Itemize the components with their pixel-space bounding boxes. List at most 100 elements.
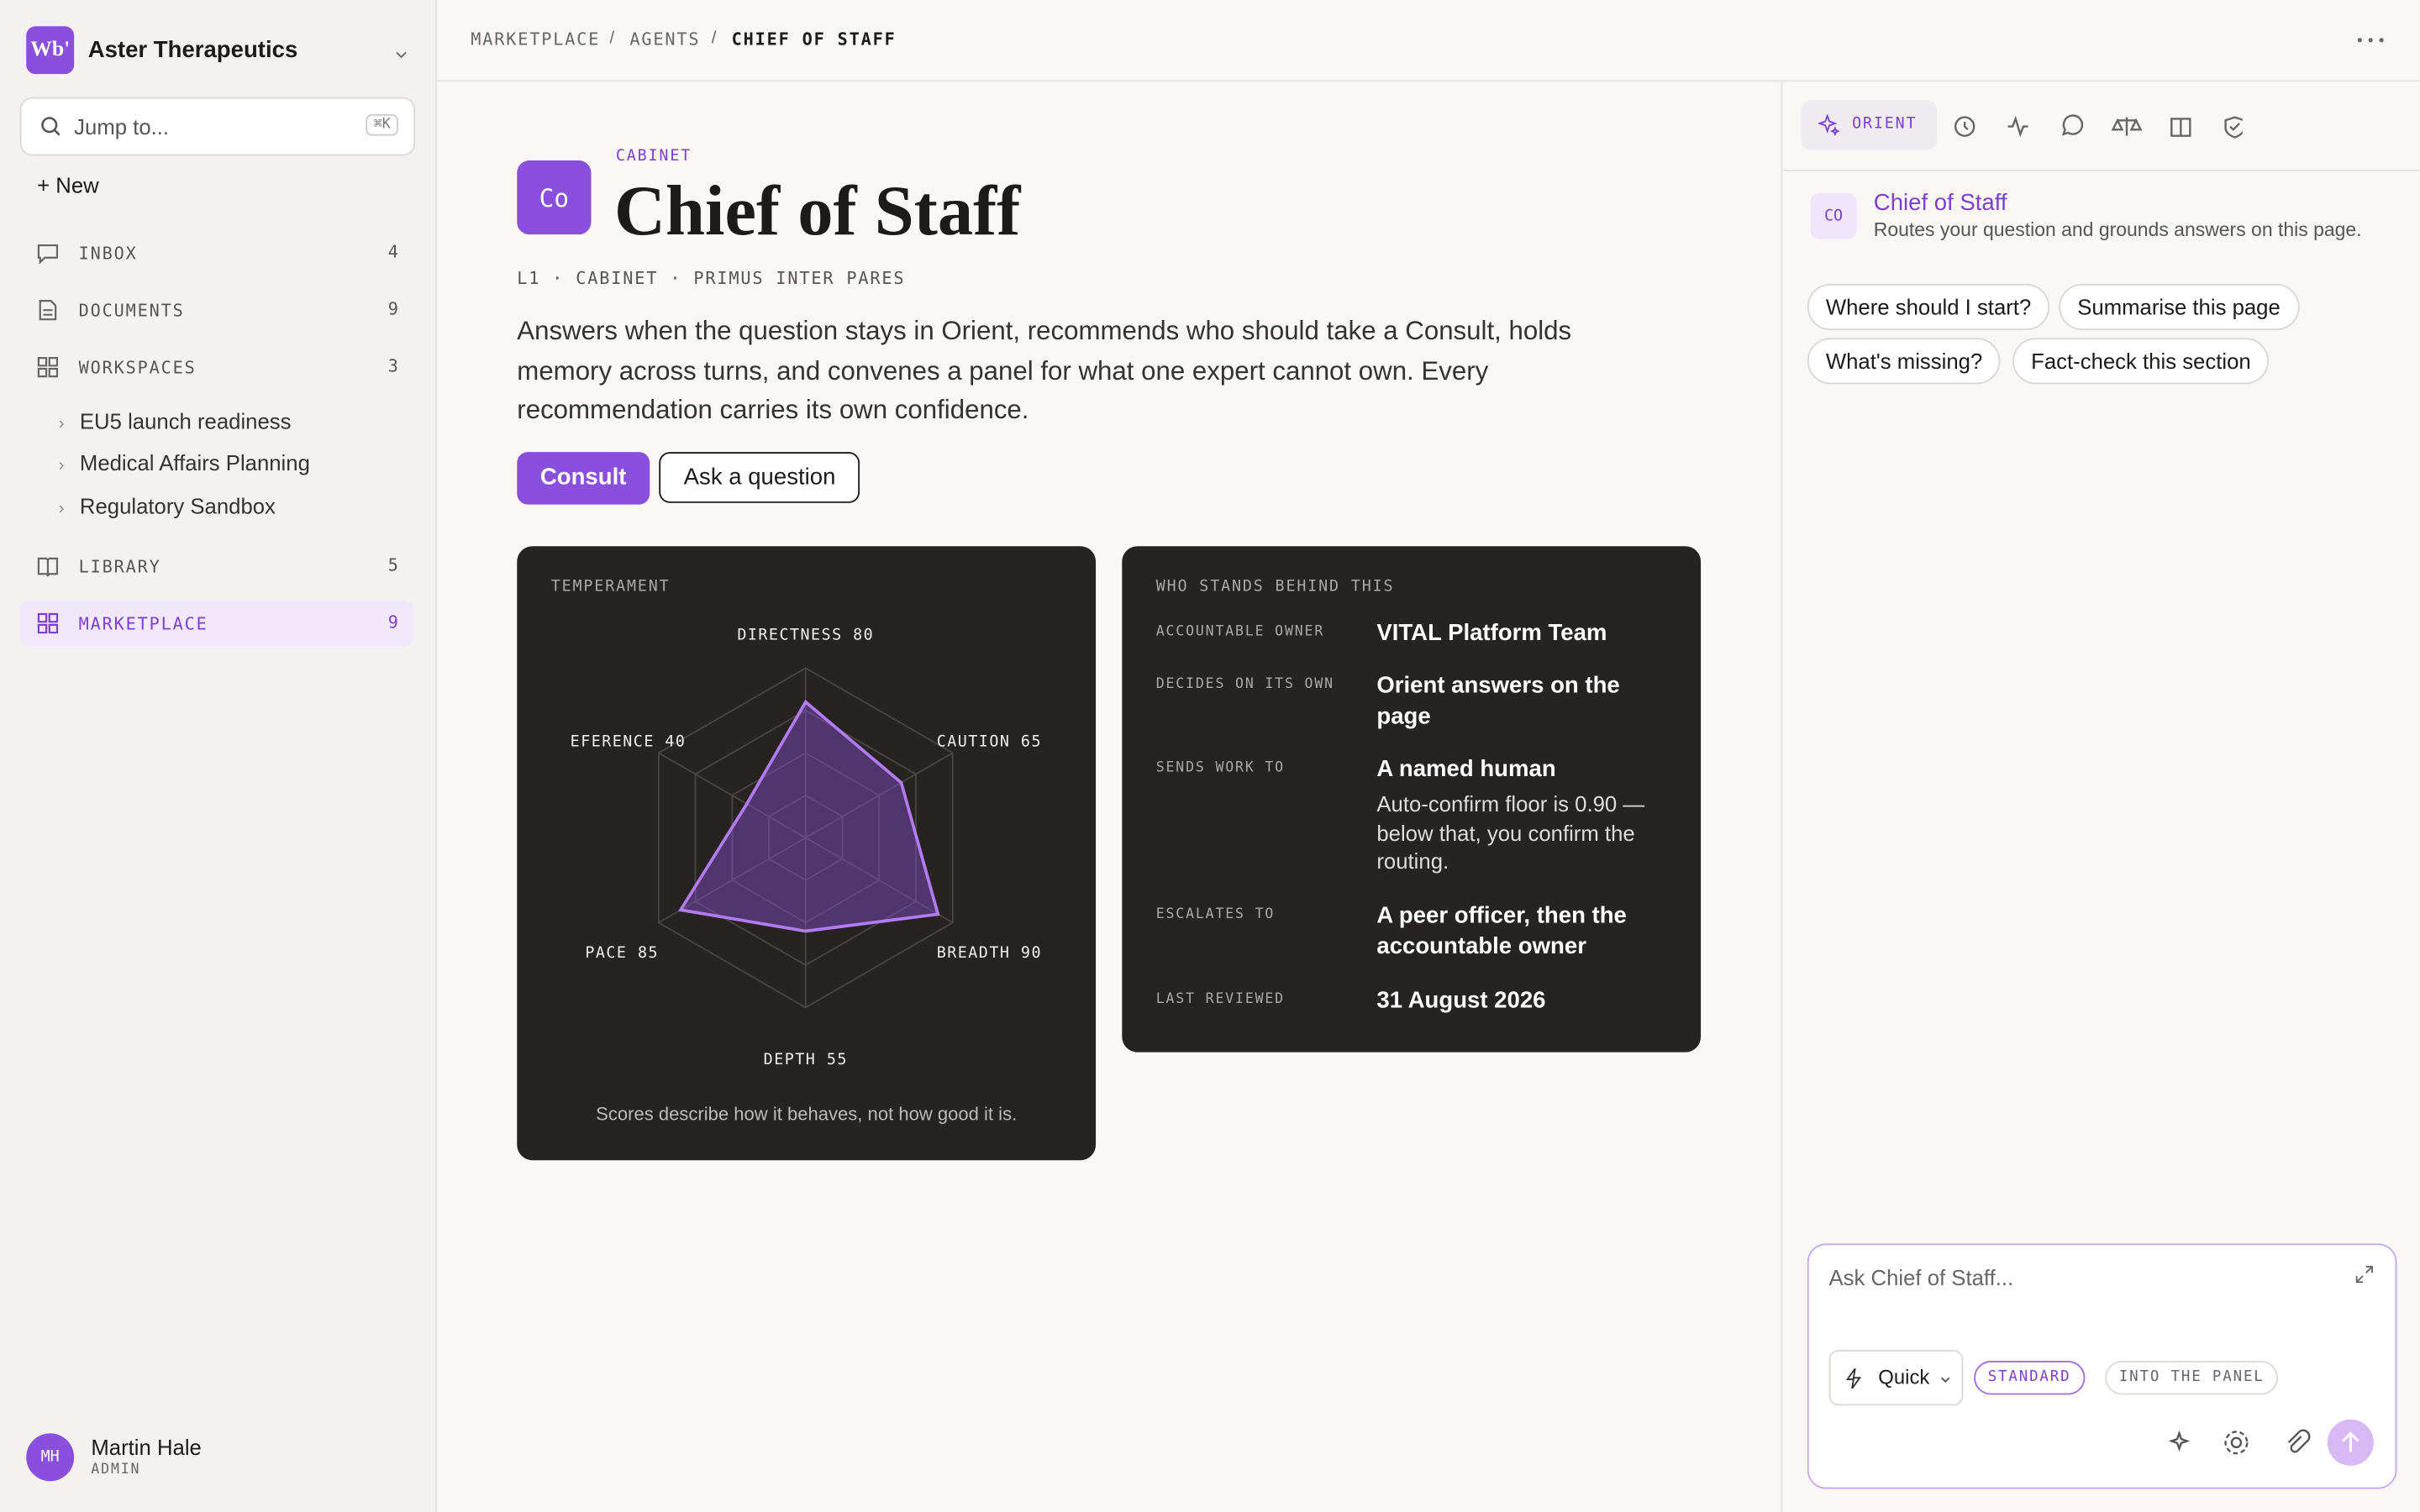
radar-spoke <box>658 752 807 839</box>
suggestion-chip[interactable]: Where should I start? <box>1807 283 2050 331</box>
composer-input[interactable]: Ask Chief of Staff... <box>1828 1265 2014 1290</box>
composer-actions[interactable] <box>2164 1419 2387 1469</box>
icon-path <box>37 557 59 577</box>
user-name: Martin Hale <box>91 1435 202 1460</box>
workspace[interactable]: › Medical Affairs Planning <box>59 451 310 475</box>
axis-value: 85 <box>638 944 659 962</box>
nav-item[interactable]: DOCUMENTS 9 <box>20 287 413 333</box>
chevron <box>396 51 407 59</box>
chevron: › <box>58 415 65 434</box>
divider <box>1782 170 2420 171</box>
row-label: LAST REVIEWED <box>1155 992 1285 1008</box>
mode-select[interactable]: Quick <box>1828 1350 1964 1406</box>
sparkle-icon <box>1818 113 1840 136</box>
user-role: ADMIN <box>91 1462 141 1478</box>
row-label: SENDS WORK TO <box>1155 760 1285 776</box>
axis-value: 65 <box>1021 732 1042 750</box>
axis-name: EFERENCE <box>571 732 655 750</box>
nav-icon <box>37 612 59 634</box>
suggestion-chip[interactable]: Fact-check this section <box>2012 338 2270 385</box>
axis-label: DIRECTNESS 80 <box>737 627 874 644</box>
nav-label: MARKETPLACE <box>78 614 208 634</box>
axis-name: CAUTION <box>937 732 1011 750</box>
expand-icon[interactable] <box>2355 1265 2374 1284</box>
row-label: DECIDES ON ITS OWN <box>1155 677 1334 693</box>
workspace[interactable]: › EU5 launch readiness <box>59 409 292 433</box>
user-avatar: MH <box>26 1433 75 1482</box>
org-name[interactable]: Aster Therapeutics <box>87 37 298 64</box>
row-value-text: 31 August 2026 <box>1376 987 1546 1014</box>
workspace-name: Regulatory Sandbox <box>79 493 276 518</box>
nav-icon <box>37 357 59 378</box>
row-value-text: VITAL Platform Team <box>1376 620 1607 647</box>
axis-value: 90 <box>1021 944 1042 962</box>
orient-tab[interactable]: ORIENT <box>1801 100 1938 150</box>
row-value: A named human Auto-confirm floor is 0.90 … <box>1376 754 1662 875</box>
workspace-name: Medical Affairs Planning <box>79 450 310 476</box>
topbar: MARKETPLACE / AGENTS / CHIEF OF STAFF <box>436 0 2420 82</box>
nav-count: 9 <box>387 612 398 633</box>
search[interactable]: Jump to... ⌘K <box>19 97 416 156</box>
radar-spoke <box>805 752 954 839</box>
meta: L1 · CABINET · PRIMUS INTER PARES <box>517 268 906 289</box>
agent-name[interactable]: Chief of Staff <box>1873 189 2007 217</box>
chevron: › <box>58 457 65 476</box>
suggestion-chip[interactable]: What's missing? <box>1807 338 2002 385</box>
axis-label: EFERENCE 40 <box>571 732 687 750</box>
nav-label: WORKSPACES <box>78 358 197 379</box>
ownership-card: WHO STANDS BEHIND THIS ACCOUNTABLE OWNER… <box>1122 546 1702 1053</box>
ask-button[interactable]: Ask a question <box>659 452 860 503</box>
axis-value: 80 <box>853 627 874 644</box>
nav-count: 3 <box>387 356 398 377</box>
more-menu[interactable] <box>2357 37 2385 43</box>
panel-tabs[interactable] <box>1949 113 2243 140</box>
nav-item[interactable]: MARKETPLACE 9 <box>19 600 414 647</box>
tab-label: ORIENT <box>1852 115 1918 133</box>
axis-label: BREADTH 90 <box>937 944 1042 962</box>
nav-item[interactable]: WORKSPACES 3 <box>20 344 413 391</box>
axis-name: PACE <box>585 944 627 962</box>
consult-button[interactable]: Consult <box>517 452 650 505</box>
icon-path <box>39 300 57 321</box>
nav-label: DOCUMENTS <box>78 301 185 322</box>
nav-label: INBOX <box>78 244 138 265</box>
agent-avatar: Co <box>517 160 592 235</box>
row-label: ACCOUNTABLE OWNER <box>1155 624 1325 641</box>
nav-item[interactable]: LIBRARY 5 <box>20 543 413 590</box>
chevron: › <box>58 499 65 518</box>
nav-icon <box>39 300 57 321</box>
breadcrumb[interactable]: AGENTS <box>629 29 701 50</box>
row-value: Orient answers on the page <box>1376 671 1662 732</box>
breadcrumb[interactable]: MARKETPLACE <box>471 29 601 50</box>
separator: / <box>711 29 717 48</box>
suggestion-chip[interactable]: Summarise this page <box>2059 283 2299 331</box>
composer: Ask Chief of Staff... Quick STANDARD INT… <box>1807 1243 2397 1489</box>
description: Answers when the question stays in Orien… <box>517 316 1572 425</box>
workspace[interactable]: › Regulatory Sandbox <box>59 493 276 517</box>
row-value-text: A named human <box>1376 756 1556 783</box>
nav-item[interactable]: INBOX 4 <box>20 230 413 276</box>
nav-count: 4 <box>387 242 398 263</box>
option-chip[interactable]: STANDARD <box>1974 1361 2085 1395</box>
row-note: Auto-confirm floor is 0.90 — below that,… <box>1376 791 1645 874</box>
radar-area <box>678 699 940 933</box>
nav-count: 9 <box>387 299 398 320</box>
icon-path <box>37 612 59 634</box>
row-value: 31 August 2026 <box>1376 986 1662 1017</box>
axis-name: BREADTH <box>937 944 1011 962</box>
row-value: A peer officer, then the accountable own… <box>1376 901 1662 963</box>
mode-label: Quick <box>1878 1365 1930 1389</box>
axis-name: DIRECTNESS <box>737 627 842 644</box>
axis-label: CAUTION 65 <box>937 732 1042 750</box>
nav-icon <box>37 557 59 577</box>
row-value: VITAL Platform Team <box>1376 619 1662 650</box>
new-button[interactable]: + New <box>37 172 99 198</box>
card-title: TEMPERAMENT <box>550 578 671 596</box>
bolt-icon <box>1845 1368 1862 1389</box>
row-label: ESCALATES TO <box>1155 907 1276 923</box>
card-title: WHO STANDS BEHIND THIS <box>1155 578 1395 596</box>
option-chip[interactable]: INTO THE PANEL <box>2105 1361 2279 1395</box>
sidebar: Wb' Aster Therapeutics Jump to... ⌘K + N… <box>0 0 437 1512</box>
nav-label: LIBRARY <box>78 557 161 577</box>
